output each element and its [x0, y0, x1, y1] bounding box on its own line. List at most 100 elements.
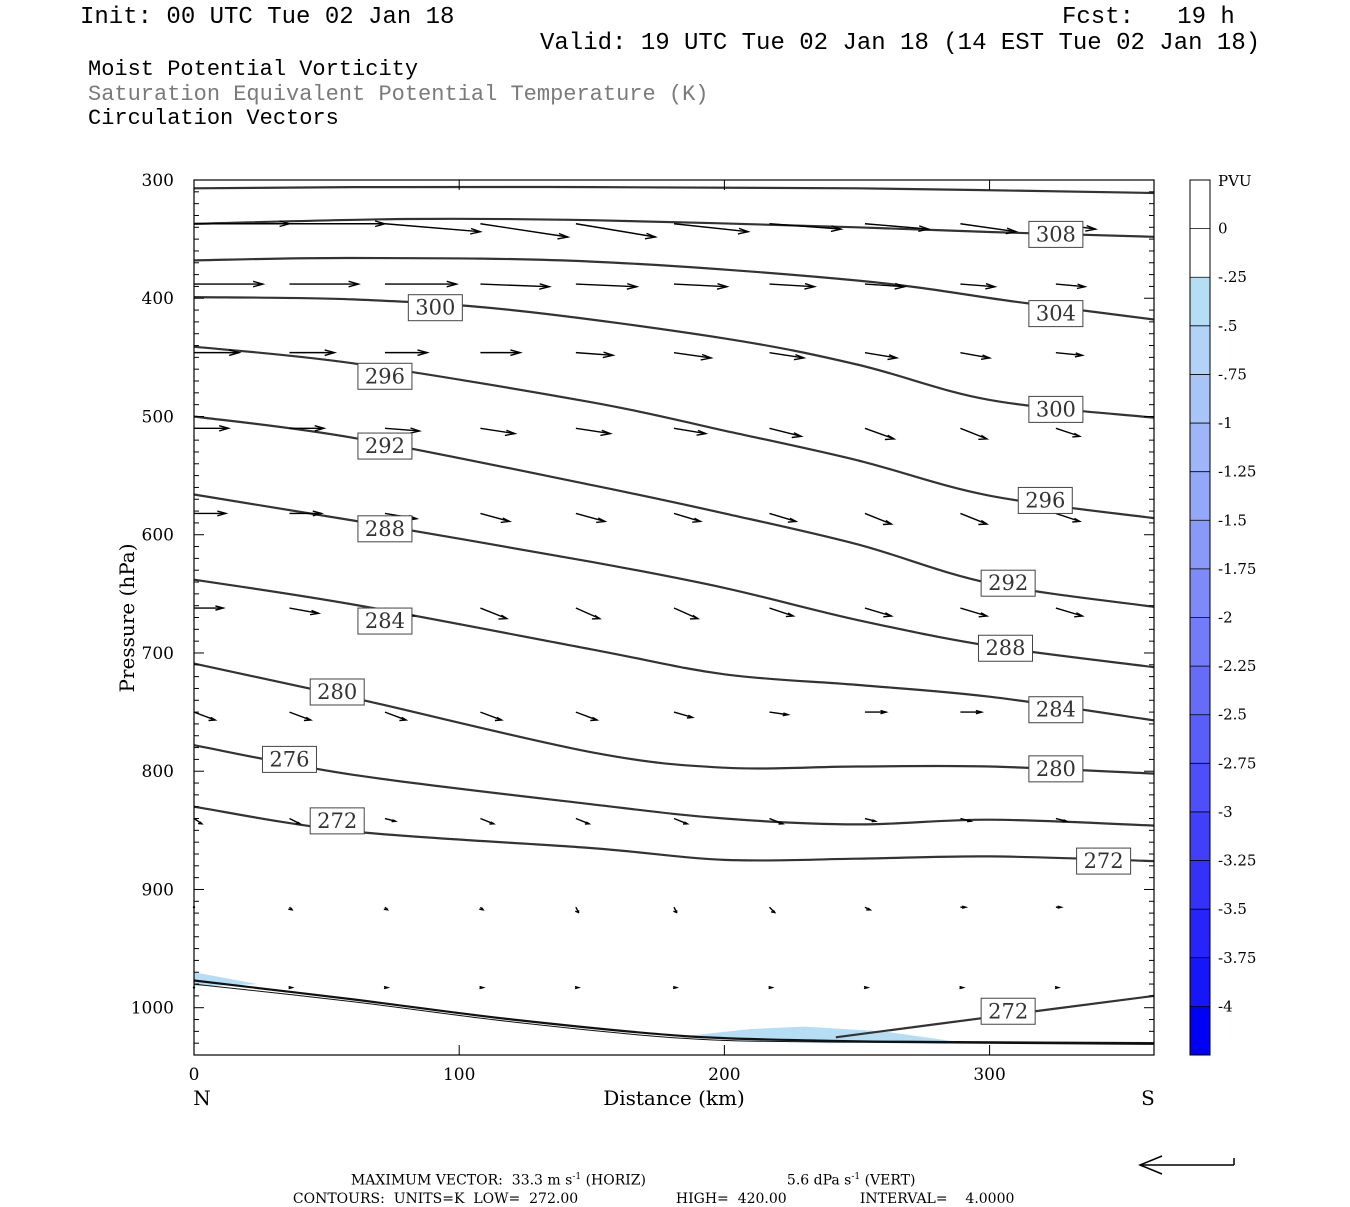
circulation-vector: [193, 711, 218, 722]
circulation-vector: [769, 817, 785, 825]
circulation-vector: [1055, 351, 1085, 358]
north-label: N: [193, 1086, 211, 1110]
vector-head: [770, 910, 777, 914]
vector-shaft: [673, 283, 728, 288]
contour-label-text: 304: [1036, 302, 1076, 326]
vector-shaft: [575, 283, 637, 288]
contour-label-box: [357, 607, 413, 635]
vector-shaft: [960, 283, 995, 288]
vector-shaft: [1055, 283, 1086, 288]
vector-shaft: [864, 351, 897, 359]
circulation-vector: [289, 220, 388, 228]
vector-shaft: [960, 607, 988, 617]
vector-head: [782, 712, 791, 717]
circulation-vector: [863, 985, 871, 990]
circulation-vector: [673, 817, 690, 825]
vector-head: [498, 614, 510, 620]
colorbar-segment: [1190, 423, 1210, 472]
circulation-vector: [1055, 512, 1083, 523]
isentrope-line: [193, 217, 1155, 238]
colorbar-title: PVU: [1218, 172, 1252, 190]
circulation-vector: [383, 985, 391, 990]
vector-shaft: [864, 512, 892, 525]
vector-shaft: [864, 283, 905, 288]
vert-unit: (VERT): [864, 1172, 916, 1189]
circulation-vector: [288, 906, 294, 911]
y-tick-label: 1000: [131, 999, 174, 1019]
contour-label-text: 300: [415, 296, 455, 320]
circulation-vector: [480, 283, 552, 290]
circulation-vector: [960, 512, 990, 526]
contour-label-text: 276: [269, 747, 309, 771]
vector-shaft: [673, 223, 749, 233]
circulation-vector: [864, 223, 932, 232]
negative-pv-fill: [194, 972, 950, 1044]
vector-head: [383, 985, 391, 990]
vector-head: [894, 282, 908, 290]
vector-head: [391, 819, 398, 823]
vector-head: [399, 716, 409, 722]
circulation-vector: [480, 223, 571, 240]
vector-head: [596, 517, 608, 524]
circulation-vector: [769, 711, 791, 717]
circulation-vector: [769, 512, 799, 523]
vector-head: [882, 519, 894, 526]
reference-vector: [1138, 1155, 1235, 1175]
circulation-vector: [194, 425, 231, 432]
vector-head: [591, 614, 602, 620]
circulation-vector: [289, 711, 313, 722]
contour-label-text: 292: [365, 434, 405, 458]
circulation-vector: [673, 906, 678, 914]
vector-head: [602, 351, 616, 359]
colorbar-label: -1: [1218, 414, 1233, 432]
contour-label-box: [1076, 847, 1132, 875]
circulation-vector: [769, 427, 804, 439]
vector-head: [1085, 224, 1099, 232]
vector-head: [686, 714, 695, 719]
vector-head: [830, 225, 844, 233]
circulation-vector: [1055, 817, 1069, 823]
vector-head: [479, 907, 485, 911]
circulation-vector: [575, 711, 600, 722]
vector-head: [312, 510, 324, 517]
vector-shaft: [575, 351, 614, 356]
circulation-vector: [960, 427, 990, 440]
axes: 300 400 500 600 700 800 900 1000 0 100 200 300: [131, 171, 1154, 1085]
contour-label-box: [1028, 300, 1084, 328]
contour-label-text: 288: [985, 636, 1025, 660]
vector-head: [288, 985, 295, 990]
vector-shaft: [864, 427, 895, 440]
vector-shaft: [289, 607, 319, 615]
vector-head: [229, 349, 242, 357]
low-value: 272.00: [529, 1191, 579, 1207]
contour-label: 300: [407, 294, 463, 322]
circulation-vector: [575, 607, 602, 620]
circulation-vector: [1055, 607, 1085, 618]
colorbar-segment: [1190, 520, 1210, 569]
circulation-vector: [769, 351, 807, 361]
contour-label: 272: [1076, 847, 1132, 875]
contour-label: 300: [1028, 395, 1084, 423]
vector-head: [673, 910, 678, 914]
x-tick-label: 200: [708, 1065, 740, 1085]
vector-head: [700, 353, 714, 361]
max-vector-horiz: 33.3 m s: [511, 1172, 573, 1189]
vector-head: [252, 280, 266, 288]
circulation-vector: [575, 351, 616, 359]
vector-shaft: [575, 607, 601, 620]
colorbar-segment: [1190, 763, 1210, 812]
vector-head: [1074, 612, 1085, 618]
circulation-vector: [673, 607, 701, 620]
vector-shaft: [960, 223, 1017, 233]
vector-head: [1005, 227, 1019, 235]
circulation-vector: [960, 351, 993, 360]
circulation-vector: [673, 223, 751, 235]
terrain: [193, 979, 1155, 1045]
contour-label-text: 272: [317, 809, 357, 833]
contours-label: CONTOURS:: [292, 1191, 385, 1207]
vector-head: [866, 907, 873, 911]
circulation-vector: [194, 605, 226, 611]
vector-head: [217, 510, 229, 517]
max-vector-label: MAXIMUM VECTOR:: [350, 1172, 503, 1189]
